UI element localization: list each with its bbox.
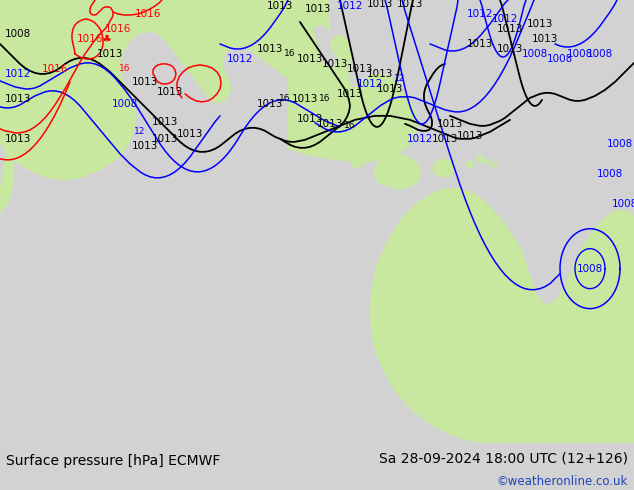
Text: 1013: 1013	[177, 129, 203, 139]
Text: 1012: 1012	[357, 79, 383, 89]
Text: 1013: 1013	[367, 69, 393, 79]
Text: 1013: 1013	[152, 134, 178, 144]
Text: 12: 12	[134, 127, 146, 136]
Text: 1013: 1013	[377, 84, 403, 94]
Polygon shape	[290, 112, 357, 156]
Text: 1013: 1013	[157, 87, 183, 97]
Text: 1016♣: 1016♣	[77, 34, 113, 44]
Polygon shape	[476, 155, 484, 163]
Text: Surface pressure [hPa] ECMWF: Surface pressure [hPa] ECMWF	[6, 454, 221, 468]
Text: 16: 16	[279, 95, 291, 103]
Text: 1013: 1013	[347, 64, 373, 74]
Text: 1012: 1012	[5, 69, 31, 79]
Text: 12: 12	[394, 74, 406, 83]
Polygon shape	[288, 28, 418, 162]
Text: 1013: 1013	[497, 44, 523, 54]
Text: 1008: 1008	[112, 99, 138, 109]
Text: 1013: 1013	[322, 59, 348, 69]
Text: 1013: 1013	[437, 119, 463, 129]
Text: 1016: 1016	[105, 24, 131, 34]
Text: 1008: 1008	[522, 49, 548, 59]
Polygon shape	[0, 0, 330, 180]
Text: 1012: 1012	[467, 9, 493, 19]
Text: 1013: 1013	[297, 114, 323, 124]
Text: 1013: 1013	[337, 89, 363, 99]
Text: 1012: 1012	[492, 14, 518, 24]
Text: 1013: 1013	[132, 141, 158, 151]
Text: 1016: 1016	[135, 9, 161, 19]
Text: 1008: 1008	[607, 139, 633, 149]
Text: 16: 16	[284, 49, 295, 58]
Polygon shape	[374, 155, 421, 189]
Text: 1013: 1013	[132, 77, 158, 87]
Text: 1013: 1013	[497, 24, 523, 34]
Polygon shape	[432, 159, 456, 178]
Polygon shape	[351, 159, 361, 169]
Text: 1013: 1013	[97, 49, 123, 59]
Text: 1013: 1013	[532, 34, 558, 44]
Text: 1013: 1013	[5, 94, 31, 104]
Text: 1013: 1013	[267, 1, 293, 11]
Text: 1008: 1008	[577, 264, 603, 274]
Text: 16: 16	[344, 122, 356, 130]
Polygon shape	[358, 158, 366, 166]
Polygon shape	[0, 0, 25, 214]
Text: 1008: 1008	[547, 54, 573, 64]
Polygon shape	[330, 97, 367, 120]
Polygon shape	[355, 74, 397, 104]
Text: 16: 16	[320, 95, 331, 103]
Polygon shape	[484, 159, 490, 165]
Text: 1013: 1013	[467, 39, 493, 49]
Text: 1013: 1013	[457, 131, 483, 141]
Text: 1016: 1016	[42, 64, 68, 74]
Text: 1008: 1008	[5, 29, 31, 39]
Text: 1012: 1012	[337, 1, 363, 11]
Text: 1013: 1013	[367, 0, 393, 9]
Text: 1013: 1013	[257, 44, 283, 54]
Polygon shape	[491, 162, 497, 168]
Text: 16: 16	[119, 64, 131, 74]
Text: 1013: 1013	[152, 117, 178, 127]
Text: 1013: 1013	[297, 54, 323, 64]
Text: ©weatheronline.co.uk: ©weatheronline.co.uk	[496, 475, 628, 488]
Text: 1012: 1012	[227, 54, 253, 64]
Polygon shape	[370, 188, 634, 443]
Text: 1013: 1013	[397, 0, 423, 9]
Text: 1013: 1013	[257, 99, 283, 109]
Text: 1008: 1008	[587, 49, 613, 59]
Text: 1013: 1013	[5, 134, 31, 144]
Polygon shape	[540, 284, 634, 443]
Text: 1013: 1013	[432, 134, 458, 144]
Text: Sa 28-09-2024 18:00 UTC (12+126): Sa 28-09-2024 18:00 UTC (12+126)	[378, 451, 628, 466]
Text: 1013: 1013	[527, 19, 553, 29]
Text: 1013: 1013	[317, 119, 343, 129]
Text: 1008: 1008	[597, 169, 623, 179]
Text: 1013: 1013	[305, 4, 331, 14]
Text: 1008: 1008	[612, 199, 634, 209]
Text: 1012: 1012	[407, 134, 433, 144]
Text: 1013: 1013	[292, 94, 318, 104]
Polygon shape	[465, 161, 474, 168]
Text: 1008: 1008	[567, 49, 593, 59]
